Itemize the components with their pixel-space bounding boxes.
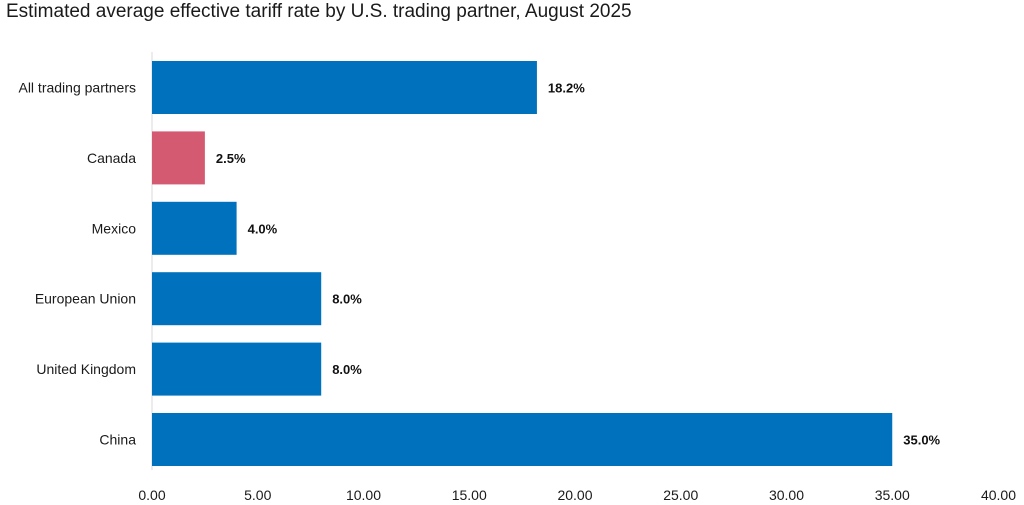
value-label: 35.0% [903, 433, 940, 448]
category-label: All trading partners [18, 80, 136, 96]
value-label: 2.5% [216, 151, 246, 166]
category-labels: All trading partners Canada Mexico European… [18, 80, 136, 448]
value-label: 18.2% [548, 81, 585, 96]
bar-united-kingdom [152, 342, 322, 396]
category-label: Canada [87, 150, 136, 166]
value-label: 4.0% [248, 221, 278, 236]
x-axis-ticks: 0.00 5.00 10.00 15.00 20.00 25.00 30.00 35.00 40… [138, 487, 1016, 503]
bars-group [152, 61, 893, 466]
x-tick-label: 10.00 [346, 487, 381, 503]
value-labels: 18.2% 2.5% 4.0% 8.0% 8.0% 35.0% [216, 81, 941, 448]
x-tick-label: 25.00 [663, 487, 698, 503]
x-tick-label: 15.00 [452, 487, 487, 503]
category-label: United Kingdom [36, 361, 136, 377]
bar-canada [152, 131, 205, 185]
bar-mexico [152, 201, 237, 255]
x-tick-label: 30.00 [769, 487, 804, 503]
value-label: 8.0% [332, 362, 362, 377]
category-label: European Union [35, 291, 136, 307]
bar-china [152, 413, 893, 466]
x-tick-label: 20.00 [557, 487, 592, 503]
bar-all-trading-partners [152, 61, 537, 114]
x-tick-label: 40.00 [981, 487, 1016, 503]
chart-title: Estimated average effective tariff rate … [6, 1, 632, 22]
x-tick-label: 5.00 [244, 487, 271, 503]
bar-european-union [152, 272, 322, 326]
value-label: 8.0% [332, 292, 362, 307]
x-tick-label: 35.00 [875, 487, 910, 503]
category-label: Mexico [92, 220, 137, 236]
x-tick-label: 0.00 [138, 487, 165, 503]
category-label: China [99, 432, 136, 448]
